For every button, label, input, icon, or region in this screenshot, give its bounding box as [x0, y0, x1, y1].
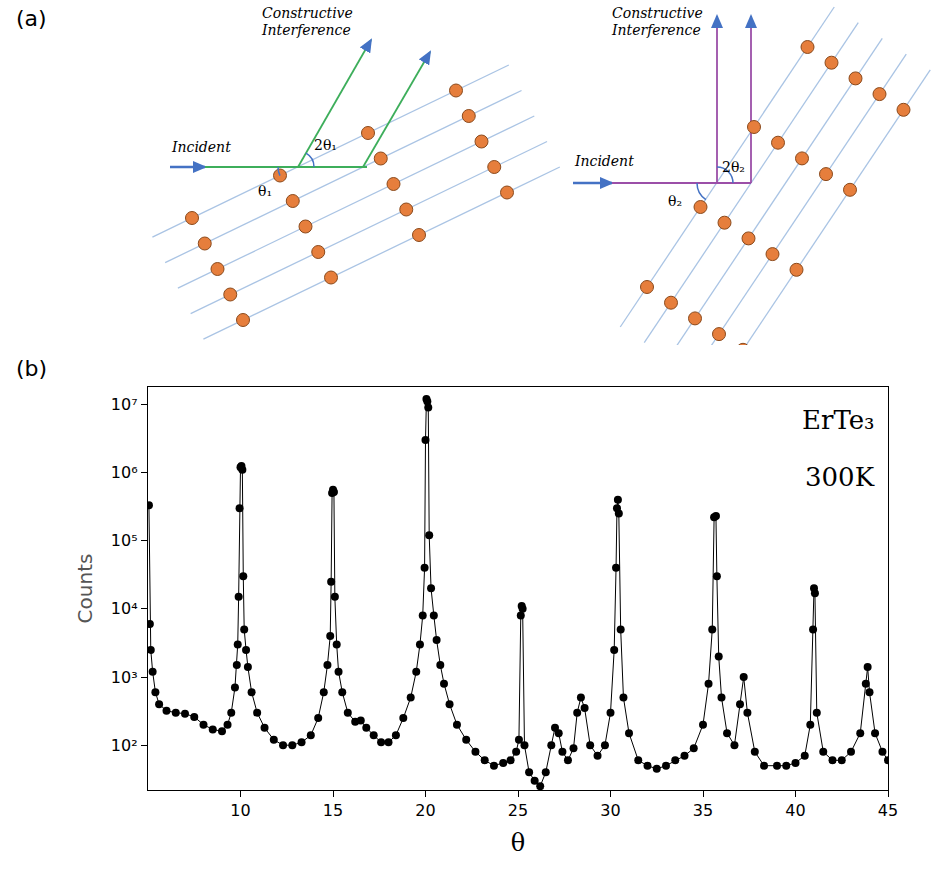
svg-text:2θ₁: 2θ₁	[314, 137, 337, 153]
svg-text:Counts: Counts	[73, 554, 97, 624]
svg-text:10³: 10³	[111, 668, 138, 687]
svg-text:10²: 10²	[111, 736, 138, 755]
svg-text:40: 40	[785, 801, 805, 820]
svg-text:θ₁: θ₁	[258, 183, 272, 199]
html-text:(b): (b)	[16, 356, 48, 381]
svg-text:10⁷: 10⁷	[111, 395, 138, 414]
svg-text:10⁵: 10⁵	[111, 531, 138, 550]
svg-text:10: 10	[230, 801, 250, 820]
svg-text:Incident: Incident	[171, 139, 231, 155]
svg-text:10⁴: 10⁴	[111, 599, 138, 618]
svg-text:10⁶: 10⁶	[111, 463, 138, 482]
html-text:(a): (a)	[16, 6, 47, 31]
svg-text:300K: 300K	[805, 462, 875, 492]
svg-text:25: 25	[508, 801, 528, 820]
svg-text:θ₂: θ₂	[668, 193, 682, 209]
svg-text:45: 45	[878, 801, 898, 820]
svg-text:ConstructiveInterference: ConstructiveInterference	[261, 5, 353, 38]
svg-text:15: 15	[323, 801, 343, 820]
svg-text:θ: θ	[511, 829, 525, 857]
svg-text:35: 35	[693, 801, 713, 820]
svg-text:2θ₂: 2θ₂	[722, 159, 745, 175]
svg-text:30: 30	[600, 801, 620, 820]
svg-text:20: 20	[415, 801, 435, 820]
svg-text:ConstructiveInterference: ConstructiveInterference	[611, 5, 703, 38]
svg-text:ErTe₃: ErTe₃	[802, 405, 875, 435]
svg-text:Incident: Incident	[574, 153, 634, 169]
